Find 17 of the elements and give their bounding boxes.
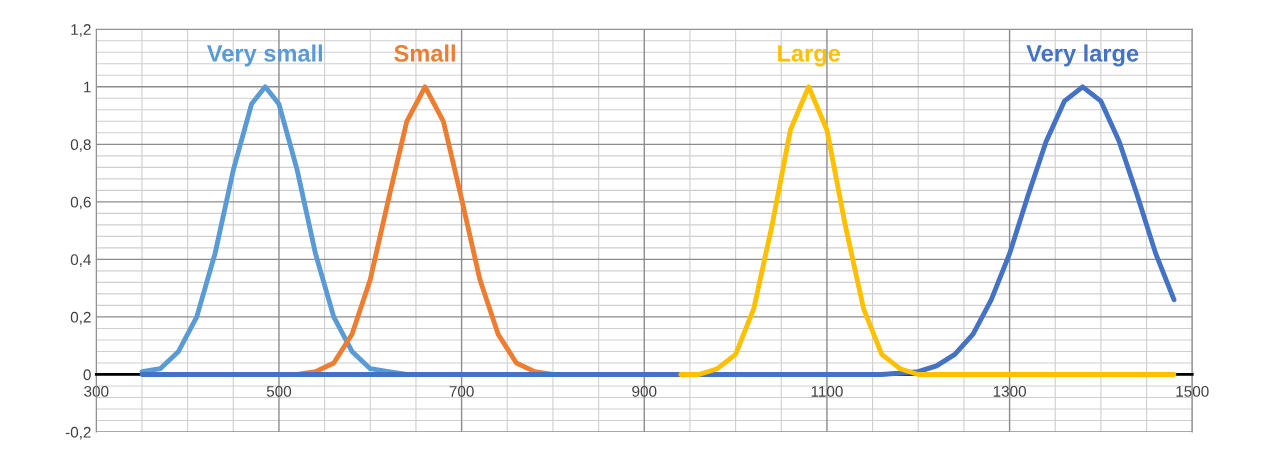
y-tick-label: 0,8 bbox=[70, 139, 91, 152]
y-tick-label: 0 bbox=[83, 369, 91, 381]
x-tick-label: 500 bbox=[266, 385, 292, 397]
series-label: Very small bbox=[207, 44, 322, 67]
series-label: Small bbox=[394, 44, 455, 62]
y-tick-label: 1,2 bbox=[71, 24, 91, 37]
series-label: Very large bbox=[1026, 44, 1139, 67]
x-tick-label: 1100 bbox=[811, 385, 843, 397]
line-series bbox=[678, 84, 1177, 377]
y-tick-label: 0,2 bbox=[70, 311, 91, 325]
y-tick-label: 0,6 bbox=[70, 196, 91, 210]
line-series bbox=[139, 84, 1177, 377]
y-tick-label: 1 bbox=[84, 81, 91, 93]
x-tick-label: 1500 bbox=[1176, 385, 1209, 397]
y-tick-label: 0,4 bbox=[70, 254, 91, 267]
y-tick-label: -0,2 bbox=[65, 426, 91, 440]
series-label: Large bbox=[778, 45, 841, 67]
